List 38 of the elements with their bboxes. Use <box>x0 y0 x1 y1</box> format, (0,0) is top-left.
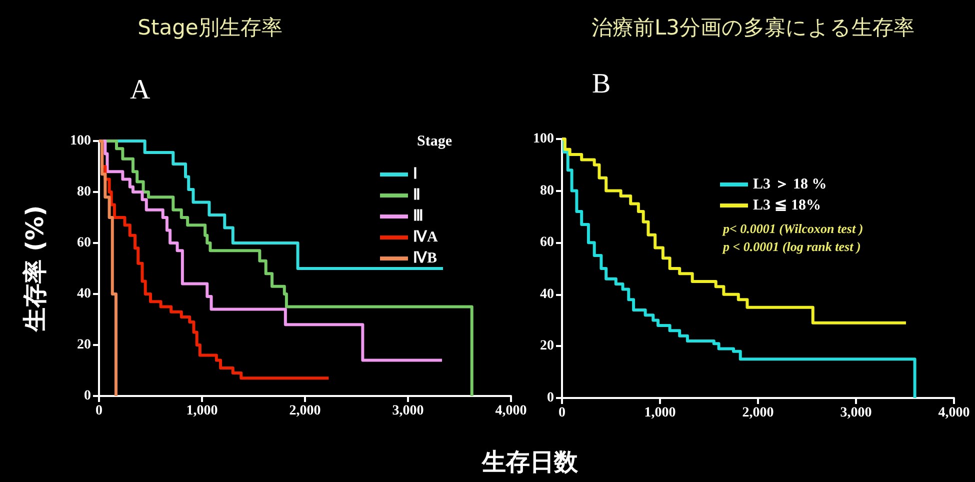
y-tick-label: 100 <box>70 134 91 148</box>
y-tick-label: 60 <box>77 236 91 250</box>
x-tick-label: 2,000 <box>289 404 321 418</box>
y-tick-label: 80 <box>540 183 554 198</box>
y-tick-label: 40 <box>77 286 91 302</box>
x-axis-title: 生存日数 <box>480 447 579 478</box>
y-tick-label: 0 <box>547 390 554 406</box>
x-tick-label: 4,000 <box>938 406 970 420</box>
y-tick-label: 20 <box>77 338 91 352</box>
x-tick-label: 0 <box>96 404 102 418</box>
legend-label: Ⅱ <box>413 188 420 204</box>
x-tick-label: 2,000 <box>742 406 774 420</box>
legend-label: L3 ≦ 18% <box>753 198 822 214</box>
x-tick-label: 1,000 <box>186 404 218 418</box>
x-tick-label: 1,000 <box>644 406 676 420</box>
y-axis-title: 生存率 (%) <box>21 205 49 333</box>
legend-label: ⅣB <box>413 250 438 266</box>
legend-label: Ⅲ <box>413 208 423 224</box>
chart-subtitle: B <box>592 68 611 100</box>
legend-title: Stage <box>417 134 452 150</box>
y-tick-label: 60 <box>540 235 554 250</box>
chart-title: Stage別生存率 <box>138 16 282 40</box>
y-tick-label: 100 <box>533 132 554 146</box>
y-tick-label: 80 <box>77 184 91 200</box>
annotation: p < 0.0001 (log rank test ) <box>722 239 861 254</box>
annotation: p< 0.0001 (Wilcoxon test ) <box>722 221 864 236</box>
legend-label: L3 ＞ 18 % <box>753 176 827 192</box>
chart-subtitle: A <box>130 74 151 106</box>
legend-label: ⅣA <box>413 230 438 246</box>
x-tick-label: 3,000 <box>392 404 424 418</box>
y-tick-label: 40 <box>540 286 554 302</box>
x-tick-label: 4,000 <box>495 404 527 418</box>
x-tick-label: 3,000 <box>840 406 872 420</box>
y-tick-label: 20 <box>540 338 554 354</box>
chart-title: 治療前L3分画の多寡による生存率 <box>591 16 915 40</box>
x-tick-label: 0 <box>558 406 566 420</box>
y-tick-label: 0 <box>84 388 91 404</box>
legend-label: Ⅰ <box>413 166 417 182</box>
